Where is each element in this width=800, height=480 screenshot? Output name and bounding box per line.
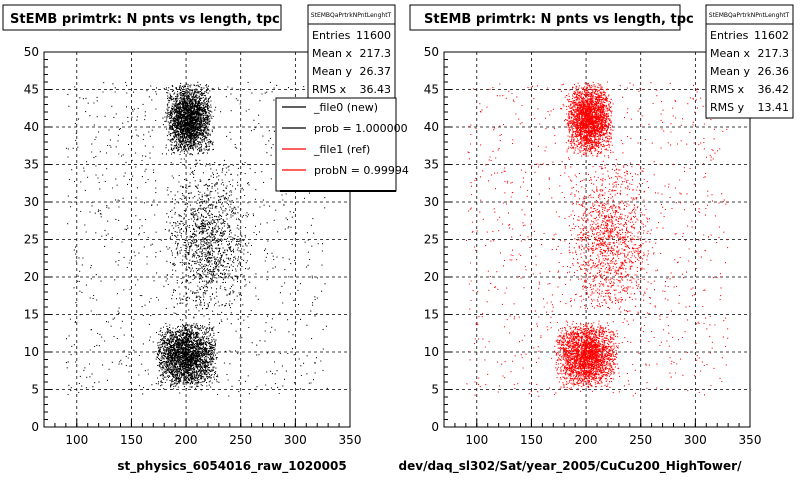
- left-stats-label: RMS x: [312, 83, 347, 96]
- right-stats-name: StEMBQaPrtrkNPntLenghtT: [709, 12, 790, 19]
- right-axes: 100 150 200 250 300 350 0 5 10 15 20 25 30 35 40 45 50: [424, 45, 762, 447]
- left-x-axis-label: st_physics_6054016_raw_1020005: [117, 459, 346, 474]
- right-x-tick-label: 250: [629, 433, 652, 447]
- left-stats-label: Mean x: [312, 47, 352, 60]
- left-scatter-points: [65, 81, 330, 397]
- left-x-tick-label: 150: [120, 433, 143, 447]
- right-panel: 100 150 200 250 300 350 0 5 10 15 20 25 30 35 40 45 50 S…: [399, 4, 794, 474]
- right-y-tick-label: 45: [424, 83, 439, 97]
- right-stats-value: 11602: [754, 29, 789, 42]
- right-stats-label: RMS y: [710, 101, 745, 114]
- left-stats-label: Mean y: [312, 65, 352, 78]
- left-title-box: [2, 4, 282, 31]
- left-x-tick-label: 300: [284, 433, 307, 447]
- left-legend-label: _file0 (new): [313, 101, 378, 114]
- right-y-tick-label: 10: [424, 345, 439, 359]
- right-stats-label: Entries: [710, 29, 749, 42]
- left-y-tick-label: 0: [31, 420, 39, 434]
- left-y-tick-label: 25: [24, 233, 39, 247]
- left-scatter-series: [65, 81, 330, 397]
- right-x-axis-label: dev/daq_sl302/Sat/year_2005/CuCu200_High…: [399, 459, 743, 474]
- left-y-tick-label: 20: [24, 270, 39, 284]
- right-stats-label: RMS x: [710, 83, 745, 96]
- left-x-tick-label: 350: [339, 433, 362, 447]
- left-y-tick-label: 50: [24, 45, 39, 59]
- right-x-tick-label: 300: [684, 433, 707, 447]
- left-stats-value: 11600: [356, 29, 391, 42]
- right-scatter-series: [466, 81, 729, 397]
- left-stats-name: StEMBQaPrtrkNPntLenghtT: [311, 12, 392, 19]
- right-y-tick-label: 0: [431, 420, 439, 434]
- right-stats-label: Mean x: [710, 47, 750, 60]
- left-stats-value: 26.37: [360, 65, 392, 78]
- right-title-box: [409, 4, 681, 31]
- right-y-tick-label: 30: [424, 195, 439, 209]
- right-chart-title: StEMB primtrk: N pnts vs length, tpc: [424, 12, 694, 27]
- left-axes: 100 150 200 250 300 350 0 5 10 15 20 25 30 35 40 45 50: [24, 45, 362, 447]
- left-y-tick-label: 45: [24, 83, 39, 97]
- left-y-tick-label: 15: [24, 308, 39, 322]
- left-legend: _file0 (new) prob = 1.000000 _file1 (ref) p…: [275, 97, 409, 192]
- right-y-tick-label: 50: [424, 45, 439, 59]
- left-stats-value: 36.43: [360, 83, 392, 96]
- right-stats-box: StEMBQaPrtrkNPntLenghtT Entries 11602 Mean…: [705, 4, 794, 119]
- right-y-tick-label: 15: [424, 308, 439, 322]
- left-x-tick-label: 100: [65, 433, 88, 447]
- right-stats-value: 26.36: [758, 65, 790, 78]
- left-stats-label: Entries: [312, 29, 351, 42]
- right-y-tick-label: 5: [431, 383, 439, 397]
- left-y-tick-label: 5: [31, 383, 39, 397]
- right-y-tick-label: 20: [424, 270, 439, 284]
- left-x-tick-label: 200: [175, 433, 198, 447]
- right-stats-value: 217.3: [758, 47, 790, 60]
- right-y-tick-label: 25: [424, 233, 439, 247]
- right-scatter-points: [466, 81, 729, 397]
- right-stats-value: 36.42: [758, 83, 790, 96]
- left-x-tick-label: 250: [229, 433, 252, 447]
- right-stats-value: 13.41: [758, 101, 790, 114]
- left-y-tick-label: 40: [24, 120, 39, 134]
- right-x-tick-label: 100: [465, 433, 488, 447]
- left-grid: [44, 52, 350, 427]
- right-stats-label: Mean y: [710, 65, 750, 78]
- left-panel: 100 150 200 250 300 350 0 5 10 15 20 25 30 35 40 45 50 S…: [2, 4, 409, 474]
- left-legend-label: prob = 1.000000: [314, 122, 408, 135]
- right-x-tick-label: 200: [575, 433, 598, 447]
- right-x-tick-label: 150: [520, 433, 543, 447]
- left-y-tick-label: 35: [24, 158, 39, 172]
- right-y-tick-label: 40: [424, 120, 439, 134]
- left-legend-label: _file1 (ref): [313, 143, 370, 156]
- left-chart-title: StEMB primtrk: N pnts vs length, tpc: [10, 12, 280, 27]
- right-y-tick-label: 35: [424, 158, 439, 172]
- left-y-tick-label: 30: [24, 195, 39, 209]
- left-stats-box: StEMBQaPrtrkNPntLenghtT Entries 11600 Mean…: [307, 4, 396, 101]
- left-y-tick-label: 10: [24, 345, 39, 359]
- right-x-tick-label: 350: [739, 433, 762, 447]
- left-stats-value: 217.3: [360, 47, 392, 60]
- left-legend-label: probN = 0.99994: [314, 164, 409, 177]
